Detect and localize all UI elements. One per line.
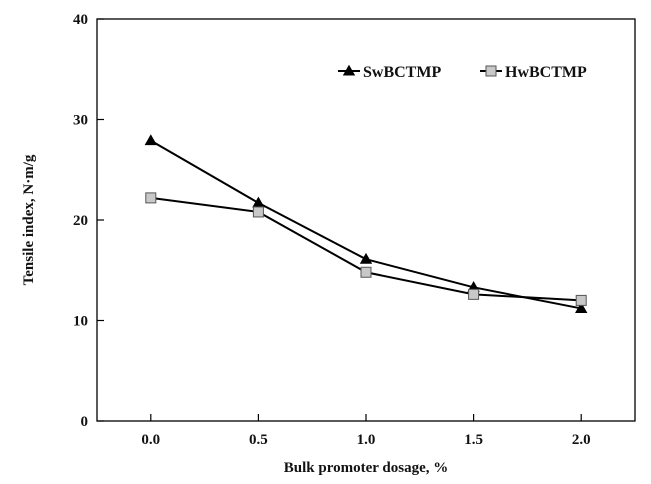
data-point-swbctmp bbox=[144, 134, 157, 146]
x-tick-label: 0.5 bbox=[249, 432, 268, 448]
data-point-swbctmp bbox=[252, 196, 265, 208]
y-tick-label: 10 bbox=[73, 314, 88, 330]
series-line-swbctmp bbox=[150, 139, 582, 310]
y-tick-label: 40 bbox=[73, 12, 88, 28]
series-hwbctmp bbox=[145, 192, 587, 306]
series-line-hwbctmp bbox=[150, 196, 582, 302]
data-point-hwbctmp bbox=[468, 288, 480, 300]
x-axis: 0.0 0.5 1.0 1.5 2.0 bbox=[141, 414, 591, 448]
series-layer bbox=[144, 134, 588, 313]
y-tick-label: 20 bbox=[73, 213, 88, 229]
data-point-hwbctmp bbox=[575, 294, 587, 306]
y-axis: 0 10 20 30 40 bbox=[73, 12, 104, 430]
y-tick-label: 30 bbox=[73, 113, 88, 129]
x-tick-label: 1.5 bbox=[464, 432, 483, 448]
legend-label-swbctmp: SwBCTMP bbox=[363, 64, 441, 81]
x-tick-label: 1.0 bbox=[357, 432, 376, 448]
legend: SwBCTMP HwBCTMP bbox=[338, 64, 587, 81]
legend-marker-hwbctmp bbox=[485, 65, 497, 77]
data-point-hwbctmp bbox=[360, 266, 372, 278]
data-point-swbctmp bbox=[575, 302, 588, 313]
series-swbctmp bbox=[144, 134, 588, 313]
legend-marker-swbctmp bbox=[342, 64, 356, 76]
x-tick-label: 0.0 bbox=[141, 432, 160, 448]
y-tick-label: 0 bbox=[81, 414, 89, 430]
x-axis-title: Bulk promoter dosage, % bbox=[284, 460, 448, 476]
legend-label-hwbctmp: HwBCTMP bbox=[505, 64, 587, 81]
x-tick-label: 2.0 bbox=[572, 432, 591, 448]
data-point-hwbctmp bbox=[145, 192, 157, 204]
data-point-hwbctmp bbox=[252, 206, 264, 218]
data-point-swbctmp bbox=[359, 252, 373, 264]
legend-item-swbctmp: SwBCTMP bbox=[338, 64, 441, 81]
legend-item-hwbctmp: HwBCTMP bbox=[480, 64, 587, 81]
y-axis-title: Tensile index, N·m/g bbox=[21, 154, 37, 285]
